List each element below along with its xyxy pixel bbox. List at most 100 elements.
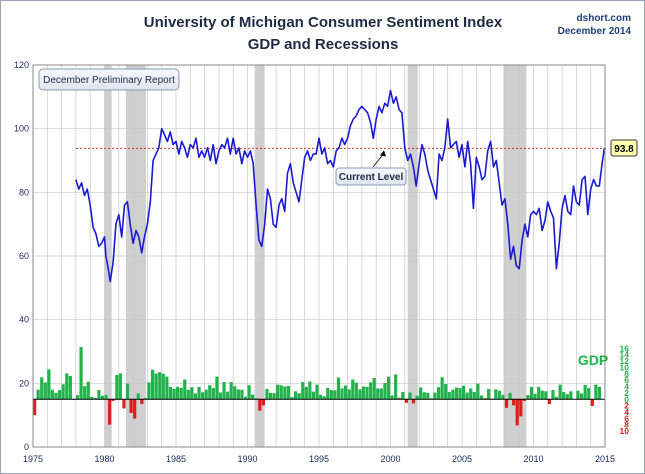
sentiment-series-line (75, 89, 606, 283)
gdp-tick-label: 6 (624, 413, 629, 423)
gdp-bar (240, 389, 244, 400)
gdp-bar (351, 379, 355, 400)
gdp-bar (322, 396, 326, 400)
x-tick-label: 1975 (23, 454, 43, 464)
gdp-bar (358, 389, 362, 400)
gdp-bar (579, 393, 584, 400)
gdp-tick-label: 6 (624, 375, 629, 385)
gdp-bar (251, 394, 255, 400)
gdp-bar (426, 392, 430, 400)
gdp-bar (369, 382, 373, 400)
chart-title: University of Michigan Consumer Sentimen… (144, 14, 503, 31)
gdp-bar (569, 391, 573, 400)
x-tick-label: 1995 (309, 454, 329, 464)
chart-subtitle: GDP and Recessions (248, 36, 399, 53)
gdp-bar (383, 383, 387, 400)
gdp-bar (236, 389, 240, 400)
x-tick-label: 2015 (595, 454, 615, 464)
gdp-bar (508, 392, 512, 400)
gdp-bar (411, 399, 416, 404)
gdp-tick-label: 16 (620, 343, 630, 353)
gdp-bar (36, 389, 40, 400)
gdp-bar (415, 395, 419, 400)
gdp-bars (33, 347, 602, 426)
gdp-bar (519, 399, 523, 417)
gdp-bar (501, 394, 505, 400)
gdp-bar (208, 385, 212, 400)
gdp-bar (529, 386, 534, 400)
gdp-bar (515, 399, 519, 426)
gdp-bar (147, 382, 151, 400)
gdp-bar (122, 399, 126, 409)
gdp-tick-label: 2 (624, 401, 629, 411)
gdp-bar (397, 397, 401, 400)
gdp-bar (319, 394, 323, 400)
date-label: December 2014 (558, 26, 632, 37)
current-level-annotation: Current Level (335, 150, 407, 186)
gdp-bar (172, 388, 176, 400)
gdp-bar (100, 395, 105, 400)
gdp-bar (276, 384, 280, 400)
gdp-bar (218, 392, 223, 400)
gdp-bar (268, 392, 273, 400)
gdp-bar (168, 386, 173, 400)
gdp-bar (193, 393, 198, 400)
y-tick-label: 20 (19, 378, 29, 388)
gdp-bar (315, 384, 319, 400)
gdp-bar (576, 390, 580, 400)
gdp-bar (336, 377, 341, 400)
gdp-label: GDP (578, 352, 608, 368)
gdp-bar (344, 385, 348, 400)
gdp-tick-label: 2 (624, 388, 629, 398)
report-label-box: December Preliminary Report (38, 68, 180, 91)
gdp-bar (229, 382, 233, 400)
gdp-bar (233, 386, 237, 400)
gdp-bar (197, 386, 201, 400)
gdp-bar (186, 389, 190, 400)
gdp-tick-label: 14 (620, 350, 630, 360)
gdp-bar (340, 388, 344, 400)
y-tick-label: 80 (19, 187, 29, 197)
gdp-bar (551, 390, 555, 400)
gdp-bar (97, 390, 101, 400)
gdp-bar (143, 397, 147, 400)
current-value-badge: 93.8 (610, 139, 638, 157)
x-tick-label: 2010 (523, 454, 543, 464)
gdp-bar (43, 382, 47, 400)
gdp-bar (104, 395, 108, 400)
gdp-bar (562, 391, 566, 400)
gdp-bar (526, 395, 530, 400)
gdp-bar (365, 386, 369, 400)
gdp-bar (547, 399, 551, 405)
gdp-bar (462, 385, 466, 400)
gdp-bar (372, 377, 376, 400)
gdp-bar (558, 384, 562, 400)
gdp-bar (243, 396, 248, 400)
gdp-bar (272, 393, 276, 400)
gdp-bar (79, 347, 83, 400)
gdp-bar (408, 392, 412, 400)
gdp-bar (293, 391, 298, 400)
gdp-bar (75, 395, 80, 400)
gdp-bar (40, 377, 44, 400)
x-axis-ticks: 1975 1980 1985 1990 1995 2000 2005 2010 2015 (23, 454, 615, 464)
report-label: December Preliminary Report (43, 75, 175, 86)
gdp-bar (394, 374, 398, 400)
gdp-bar (150, 369, 155, 400)
gdp-bar (247, 385, 251, 400)
x-tick-label: 1980 (94, 454, 114, 464)
gdp-bar (83, 386, 87, 400)
gdp-tick-label: 10 (620, 362, 630, 372)
gdp-bar (419, 387, 423, 400)
gdp-bar (565, 394, 569, 400)
y-tick-label: 40 (19, 315, 29, 325)
gdp-bar (108, 399, 112, 425)
gdp-bar (487, 389, 491, 400)
gdp-bar (136, 393, 140, 400)
gdp-bar (93, 397, 97, 400)
gdp-bar (594, 384, 598, 400)
gdp-bar (165, 376, 169, 400)
gdp-bar (301, 382, 305, 400)
gdp-bar (451, 389, 455, 400)
